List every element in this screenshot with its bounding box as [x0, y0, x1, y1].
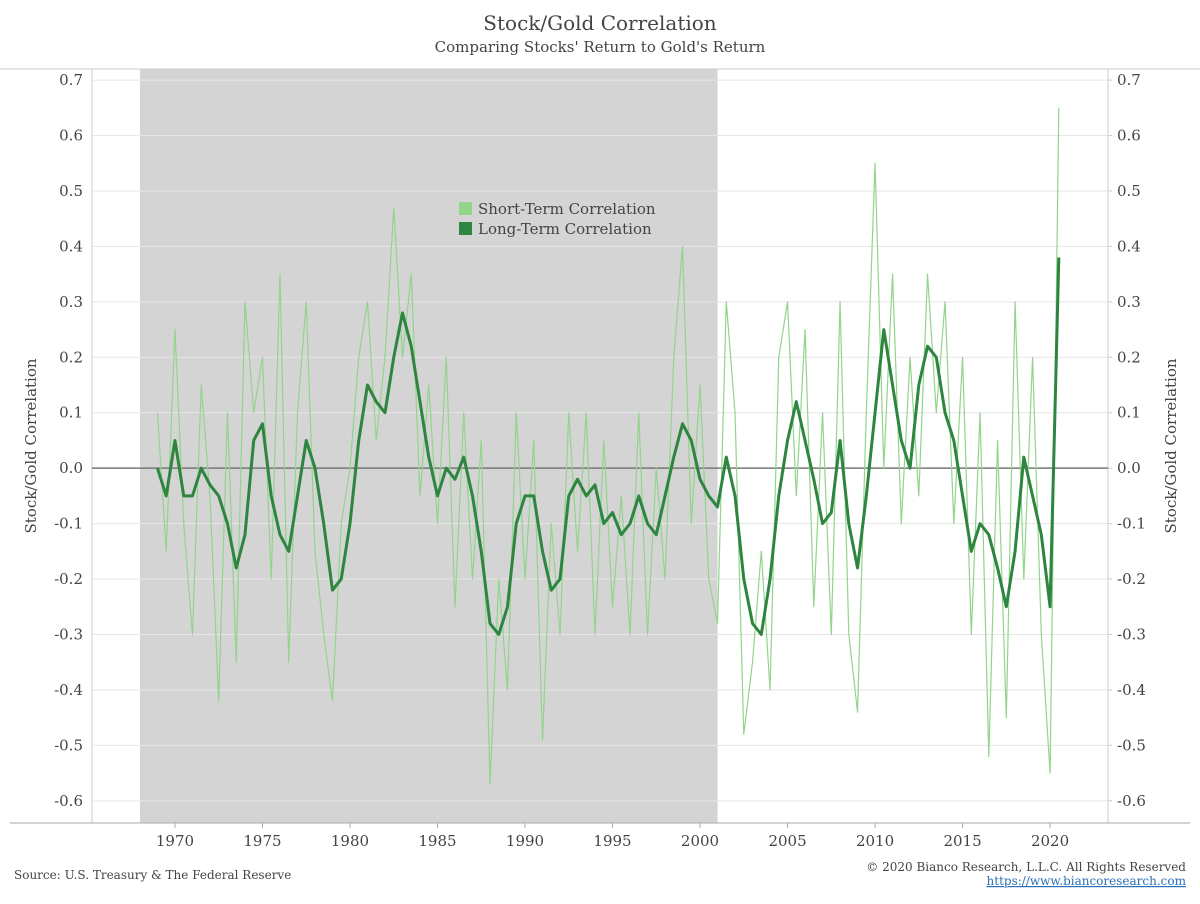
x-tick-label: 1970: [156, 832, 194, 850]
y-tick-label: -0.4: [54, 681, 83, 699]
chart-title: Stock/Gold Correlation: [483, 11, 717, 35]
legend-label: Short-Term Correlation: [478, 200, 656, 218]
x-tick-label: 2010: [856, 832, 894, 850]
y2-tick-label: 0.5: [1117, 182, 1141, 200]
x-tick-label: 2005: [768, 832, 806, 850]
legend-swatch: [459, 202, 472, 215]
y-tick-label: 0.2: [59, 348, 83, 366]
x-tick-label: 1995: [593, 832, 631, 850]
y2-tick-label: -0.6: [1117, 792, 1146, 810]
x-tick-label: 2020: [1031, 832, 1069, 850]
y2-tick-label: -0.1: [1117, 515, 1146, 533]
source-note: Source: U.S. Treasury & The Federal Rese…: [14, 868, 291, 882]
y-tick-label: -0.1: [54, 515, 83, 533]
y-tick-label: 0.7: [59, 71, 83, 89]
series-line: [156, 107, 1060, 785]
y2-tick-label: -0.3: [1117, 626, 1146, 644]
y2-tick-label: -0.5: [1117, 736, 1146, 754]
y2-tick-label: 0.3: [1117, 293, 1141, 311]
y-tick-label: -0.3: [54, 626, 83, 644]
y-tick-label: 0.1: [59, 404, 83, 422]
x-tick-label: 2015: [943, 832, 981, 850]
x-tick-label: 2000: [681, 832, 719, 850]
shaded-region: [139, 69, 718, 823]
x-tick-label: 1980: [331, 832, 369, 850]
y-tick-label: 0.0: [59, 459, 83, 477]
legend-label: Long-Term Correlation: [478, 220, 652, 238]
x-tick-label: 1990: [506, 832, 544, 850]
x-tick-label: 1975: [243, 832, 281, 850]
x-tick-label: 1985: [418, 832, 456, 850]
y2-tick-label: 0.1: [1117, 404, 1141, 422]
y2-tick-label: 0.4: [1117, 237, 1141, 255]
y2-axis-label: Stock/Gold Correlation: [1162, 358, 1180, 533]
y-tick-label: -0.6: [54, 792, 83, 810]
y-axis-label: Stock/Gold Correlation: [22, 358, 40, 533]
y2-tick-label: 0.7: [1117, 71, 1141, 89]
y-tick-label: 0.3: [59, 293, 83, 311]
y-tick-label: -0.2: [54, 570, 83, 588]
y2-tick-label: -0.4: [1117, 681, 1146, 699]
y-tick-label: -0.5: [54, 736, 83, 754]
y2-tick-label: 0.0: [1117, 459, 1141, 477]
y-tick-label: 0.5: [59, 182, 83, 200]
y2-tick-label: 0.6: [1117, 127, 1141, 145]
y2-tick-label: -0.2: [1117, 570, 1146, 588]
series-line: [156, 257, 1061, 636]
chart-subtitle: Comparing Stocks' Return to Gold's Retur…: [435, 38, 766, 56]
y-tick-label: 0.6: [59, 127, 83, 145]
website-link[interactable]: https://www.biancoresearch.com: [987, 874, 1187, 888]
y2-tick-label: 0.2: [1117, 348, 1141, 366]
copyright: © 2020 Bianco Research, L.L.C. All Right…: [866, 860, 1186, 874]
y-tick-label: 0.4: [59, 237, 83, 255]
legend-swatch: [459, 222, 472, 235]
